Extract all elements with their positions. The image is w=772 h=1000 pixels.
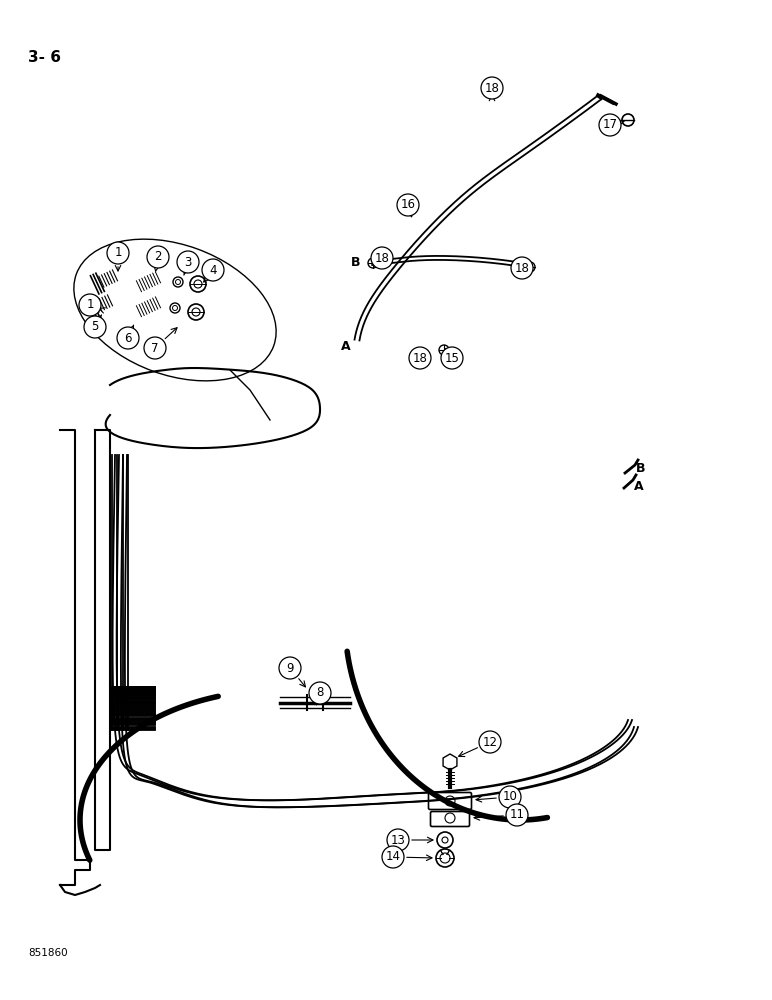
Text: B: B <box>350 255 360 268</box>
Text: 17: 17 <box>602 118 618 131</box>
Text: 6: 6 <box>124 332 132 344</box>
Circle shape <box>441 347 463 369</box>
Text: 3: 3 <box>185 255 191 268</box>
Circle shape <box>409 347 431 369</box>
Text: 1: 1 <box>86 298 93 312</box>
Text: A: A <box>634 481 644 493</box>
Text: 18: 18 <box>515 261 530 274</box>
Text: B: B <box>636 462 645 475</box>
Text: 3- 6: 3- 6 <box>28 50 61 65</box>
Text: 8: 8 <box>317 686 323 700</box>
Circle shape <box>202 259 224 281</box>
Text: 15: 15 <box>445 352 459 364</box>
Circle shape <box>382 846 404 868</box>
Circle shape <box>147 246 169 268</box>
Circle shape <box>107 242 129 264</box>
Text: 12: 12 <box>482 736 497 748</box>
Text: 14: 14 <box>385 850 401 863</box>
Circle shape <box>397 194 419 216</box>
Circle shape <box>309 682 331 704</box>
Circle shape <box>117 327 139 349</box>
Circle shape <box>79 294 101 316</box>
Circle shape <box>177 251 199 273</box>
Circle shape <box>144 337 166 359</box>
Text: 1: 1 <box>114 246 122 259</box>
Text: 9: 9 <box>286 662 294 674</box>
Circle shape <box>499 786 521 808</box>
Text: 5: 5 <box>91 320 99 334</box>
Circle shape <box>481 77 503 99</box>
Text: 2: 2 <box>154 250 162 263</box>
Circle shape <box>599 114 621 136</box>
Text: 4: 4 <box>209 263 217 276</box>
Text: 7: 7 <box>151 342 159 355</box>
Text: 18: 18 <box>374 251 389 264</box>
Circle shape <box>371 247 393 269</box>
Circle shape <box>479 731 501 753</box>
Text: 10: 10 <box>503 790 517 804</box>
Text: 11: 11 <box>510 808 524 822</box>
Circle shape <box>506 804 528 826</box>
Text: 16: 16 <box>401 198 415 212</box>
Circle shape <box>511 257 533 279</box>
Text: 13: 13 <box>391 834 405 846</box>
Circle shape <box>279 657 301 679</box>
Circle shape <box>84 316 106 338</box>
Text: 851860: 851860 <box>28 948 68 958</box>
Text: 18: 18 <box>485 82 499 95</box>
Text: A: A <box>341 340 351 354</box>
Circle shape <box>387 829 409 851</box>
Text: 18: 18 <box>412 352 428 364</box>
